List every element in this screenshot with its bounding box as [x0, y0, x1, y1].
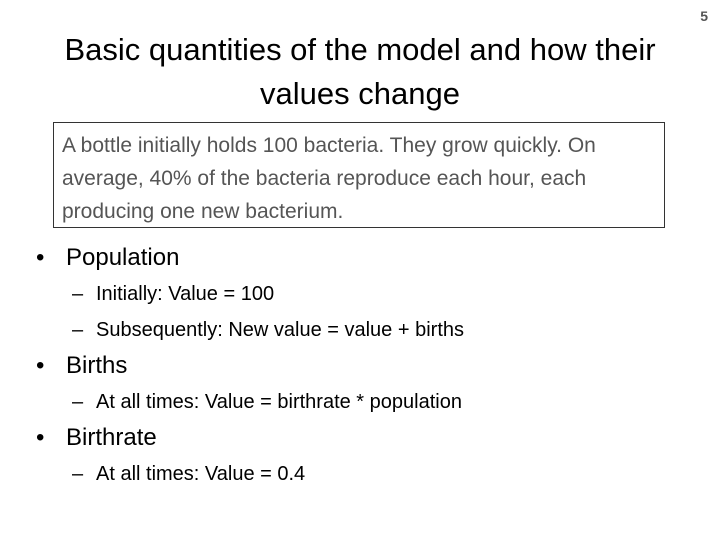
sub-bullet-text: Initially: Value = 100 [96, 283, 275, 305]
sub-bullet-marker: – [72, 283, 84, 305]
sub-bullet-text: At all times: Value = 0.4 [96, 463, 306, 485]
sub-bullet-marker: – [72, 391, 84, 413]
bullet-label: Population [66, 244, 180, 271]
sub-bullet-population-subsequent: – Subsequently: New value = value + birt… [0, 312, 720, 348]
scenario-text-box: A bottle initially holds 100 bacteria. T… [53, 122, 665, 228]
slide-number: 5 [700, 8, 708, 24]
sub-bullet-text: At all times: Value = birthrate * popula… [96, 391, 462, 413]
bullet-births: • Births [0, 348, 720, 384]
bullet-marker: • [36, 424, 45, 451]
bullet-population: • Population [0, 240, 720, 276]
bullet-label: Birthrate [66, 424, 157, 451]
sub-bullet-marker: – [72, 319, 84, 341]
sub-bullet-births-formula: – At all times: Value = birthrate * popu… [0, 384, 720, 420]
scenario-text: A bottle initially holds 100 bacteria. T… [62, 134, 596, 223]
bullet-label: Births [66, 352, 128, 379]
sub-bullet-birthrate-value: – At all times: Value = 0.4 [0, 456, 720, 492]
sub-bullet-population-initial: – Initially: Value = 100 [0, 276, 720, 312]
bullet-marker: • [36, 352, 45, 379]
slide-title: Basic quantities of the model and how th… [64, 32, 656, 111]
sub-bullet-text: Subsequently: New value = value + births [96, 319, 464, 341]
bullet-marker: • [36, 244, 45, 271]
bullet-birthrate: • Birthrate [0, 420, 720, 456]
sub-bullet-marker: – [72, 463, 84, 485]
bullet-list: • Population – Initially: Value = 100 – … [0, 240, 720, 492]
